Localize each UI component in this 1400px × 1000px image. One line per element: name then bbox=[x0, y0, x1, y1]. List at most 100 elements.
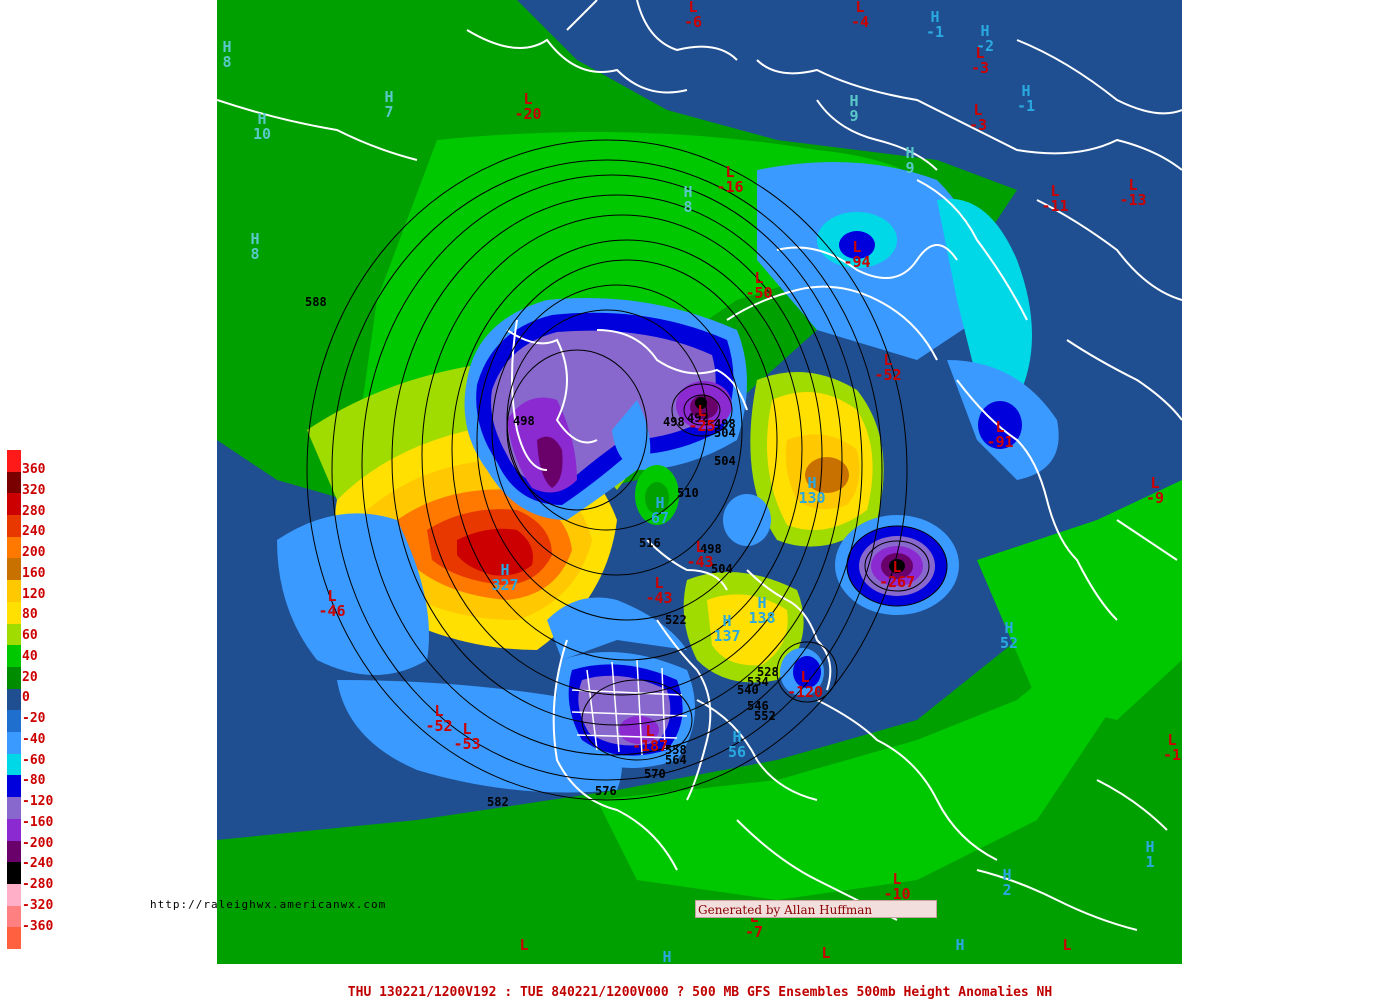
low-center-marker: L bbox=[1062, 936, 1071, 954]
marker-value: 56 bbox=[728, 743, 746, 761]
marker-value: -53 bbox=[453, 735, 480, 753]
marker-value: -2 bbox=[976, 37, 994, 55]
marker-value: -52 bbox=[425, 717, 452, 735]
low-center-marker: L-53 bbox=[453, 720, 480, 753]
contour-label: 510 bbox=[677, 486, 699, 500]
marker-letter: H bbox=[849, 92, 858, 110]
color-scale-label: 60 bbox=[22, 628, 38, 643]
contour-label: 498 bbox=[663, 415, 685, 429]
color-scale-label: 160 bbox=[22, 565, 46, 581]
contour-label: 516 bbox=[639, 536, 661, 550]
marker-letter: H bbox=[930, 8, 939, 26]
contour-label: 528 bbox=[757, 665, 779, 679]
contour-label: 498 bbox=[700, 542, 722, 556]
marker-letter: L bbox=[883, 351, 892, 369]
low-center-marker: L-43 bbox=[686, 538, 713, 571]
low-center-marker: L-187 bbox=[632, 722, 668, 755]
contour-label: 564 bbox=[665, 753, 687, 767]
marker-letter: H bbox=[1004, 619, 1013, 637]
low-center-marker: L-43 bbox=[645, 574, 672, 607]
color-scale-label: 320 bbox=[22, 482, 46, 498]
marker-letter: L bbox=[892, 558, 901, 576]
marker-value: 10 bbox=[253, 125, 271, 143]
color-scale-swatch bbox=[7, 840, 21, 863]
color-scale-label: -360 bbox=[22, 918, 54, 934]
high-center-marker: H1 bbox=[1145, 838, 1154, 871]
marker-value: -10 bbox=[883, 885, 910, 903]
color-scale-swatch bbox=[7, 797, 21, 820]
marker-letter: H bbox=[1021, 82, 1030, 100]
marker-value: -43 bbox=[686, 553, 713, 571]
high-center-marker: H8 bbox=[250, 230, 259, 263]
high-center-marker: H-1 bbox=[926, 8, 944, 41]
low-center-marker: L-6 bbox=[684, 0, 702, 31]
marker-value: 9 bbox=[905, 159, 914, 177]
marker-letter: L bbox=[855, 0, 864, 16]
low-center-marker: L-50 bbox=[745, 269, 772, 302]
contour-label: 582 bbox=[487, 795, 509, 809]
marker-value: -52 bbox=[874, 366, 901, 384]
color-scale-label: -280 bbox=[22, 877, 54, 892]
low-center-marker: L-20 bbox=[514, 90, 541, 123]
marker-letter: L bbox=[654, 574, 663, 592]
color-scale-swatch bbox=[7, 710, 21, 733]
high-center-marker: H2 bbox=[1002, 866, 1011, 899]
contour-label: 534 bbox=[747, 675, 769, 689]
marker-letter: L bbox=[695, 538, 704, 556]
marker-value: 130 bbox=[798, 489, 825, 507]
low-center-marker: L-46 bbox=[318, 587, 345, 620]
color-scale-swatch bbox=[7, 471, 21, 494]
low-center-marker: L-94 bbox=[843, 238, 870, 271]
contour-label: 576 bbox=[595, 784, 617, 798]
marker-value: 2 bbox=[1002, 881, 1011, 899]
contour-label: 504 bbox=[714, 426, 736, 440]
marker-letter: L bbox=[1167, 731, 1176, 749]
marker-value: -91 bbox=[986, 433, 1013, 451]
marker-letter: L bbox=[1150, 474, 1159, 492]
high-center-marker: H8 bbox=[683, 183, 692, 216]
marker-letter: H bbox=[500, 561, 509, 579]
marker-letter: H bbox=[384, 88, 393, 106]
marker-letter: H bbox=[257, 110, 266, 128]
color-scale-swatch bbox=[7, 927, 21, 950]
marker-value: 138 bbox=[748, 609, 775, 627]
marker-value: 9 bbox=[849, 107, 858, 125]
color-scale-label: 360 bbox=[22, 462, 46, 477]
low-center-marker: L-3 bbox=[971, 44, 989, 77]
marker-value: -1 bbox=[1017, 97, 1035, 115]
marker-value: -9 bbox=[1146, 489, 1164, 507]
high-center-marker: H52 bbox=[1000, 619, 1018, 652]
marker-value: -94 bbox=[843, 253, 870, 271]
low-center-marker: L-120 bbox=[787, 668, 823, 701]
low-center-marker: L-10 bbox=[883, 870, 910, 903]
low-center-marker: L-52 bbox=[874, 351, 901, 384]
color-scale-swatch bbox=[7, 732, 21, 755]
marker-letter: H bbox=[732, 728, 741, 746]
contour-label: 504 bbox=[714, 454, 736, 468]
marker-value: -1 bbox=[926, 23, 944, 41]
marker-letter: L bbox=[462, 720, 471, 738]
high-center-marker: H bbox=[662, 948, 671, 964]
high-center-marker: H9 bbox=[849, 92, 858, 125]
low-center-marker: L-3 bbox=[969, 101, 987, 134]
color-scale-swatch bbox=[7, 862, 21, 885]
marker-value: -50 bbox=[745, 284, 772, 302]
marker-value: -16 bbox=[716, 178, 743, 196]
marker-letter: L bbox=[852, 238, 861, 256]
marker-value: -187 bbox=[632, 737, 668, 755]
contour-label: 540 bbox=[737, 683, 759, 697]
low-center-marker: L-9 bbox=[1146, 474, 1164, 507]
high-center-marker: H9 bbox=[905, 144, 914, 177]
marker-letter: L bbox=[1050, 182, 1059, 200]
marker-value: -11 bbox=[1041, 197, 1068, 215]
color-scale-label: -20 bbox=[22, 711, 46, 726]
source-url: http://raleighwx.americanwx.com bbox=[150, 898, 387, 911]
high-center-marker: H67 bbox=[651, 494, 669, 527]
contour-label: 498 bbox=[714, 417, 736, 431]
high-center-marker: H10 bbox=[253, 110, 271, 143]
marker-letter: L bbox=[519, 936, 528, 954]
